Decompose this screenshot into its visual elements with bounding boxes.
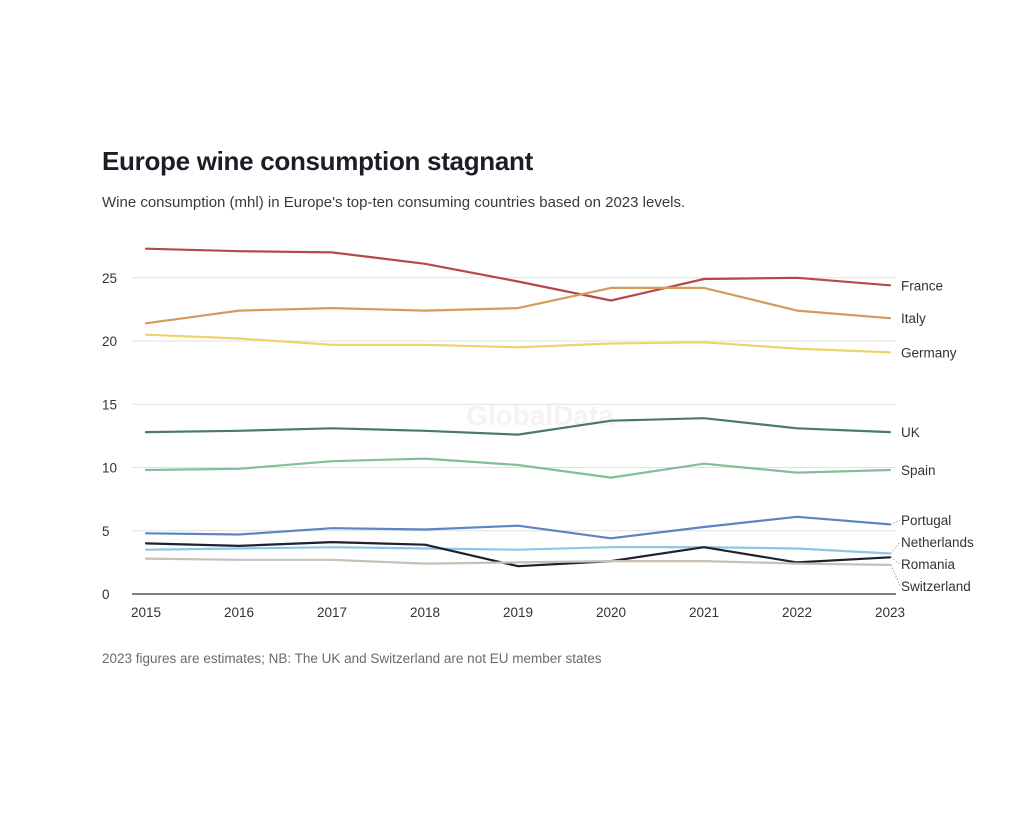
series-label-switzerland: Switzerland [901, 579, 971, 594]
series-line-switzerland [144, 557, 892, 567]
x-tick-label: 2020 [596, 605, 626, 620]
series-line-romania [144, 540, 892, 568]
y-tick-label: 15 [102, 397, 117, 412]
series-label-france: France [901, 278, 943, 293]
series-line-france [144, 247, 892, 302]
series-line-germany [144, 333, 892, 354]
chart-footnote: 2023 figures are estimates; NB: The UK a… [102, 651, 602, 666]
y-tick-label: 25 [102, 271, 117, 286]
y-tick-label: 10 [102, 461, 117, 476]
series-label-germany: Germany [901, 345, 957, 360]
x-tick-label: 2018 [410, 605, 440, 620]
series-label-uk: UK [901, 425, 920, 440]
x-tick-label: 2016 [224, 605, 254, 620]
leader-line [890, 519, 901, 525]
series-line-netherlands [144, 546, 892, 555]
y-tick-label: 5 [102, 524, 110, 539]
watermark: GlobalData [466, 400, 614, 431]
series-line-portugal [144, 515, 892, 540]
x-tick-label: 2021 [689, 605, 719, 620]
series-label-portugal: Portugal [901, 513, 951, 528]
y-tick-label: 20 [102, 334, 117, 349]
series-label-romania: Romania [901, 557, 956, 572]
leader-line [890, 564, 901, 587]
leader-line [890, 556, 901, 565]
x-tick-label: 2019 [503, 605, 533, 620]
series-line-spain [144, 457, 892, 479]
series-label-netherlands: Netherlands [901, 535, 974, 550]
y-tick-label: 0 [102, 587, 110, 602]
x-tick-label: 2022 [782, 605, 812, 620]
series-label-italy: Italy [901, 311, 926, 326]
x-tick-label: 2015 [131, 605, 161, 620]
leader-line [890, 541, 901, 554]
series-label-spain: Spain [901, 463, 936, 478]
chart-title: Europe wine consumption stagnant [102, 146, 533, 176]
x-tick-label: 2017 [317, 605, 347, 620]
x-tick-label: 2023 [875, 605, 905, 620]
series-line-italy [144, 286, 892, 325]
chart-subtitle: Wine consumption (mhl) in Europe's top-t… [102, 194, 686, 211]
series-line-uk [144, 417, 892, 436]
